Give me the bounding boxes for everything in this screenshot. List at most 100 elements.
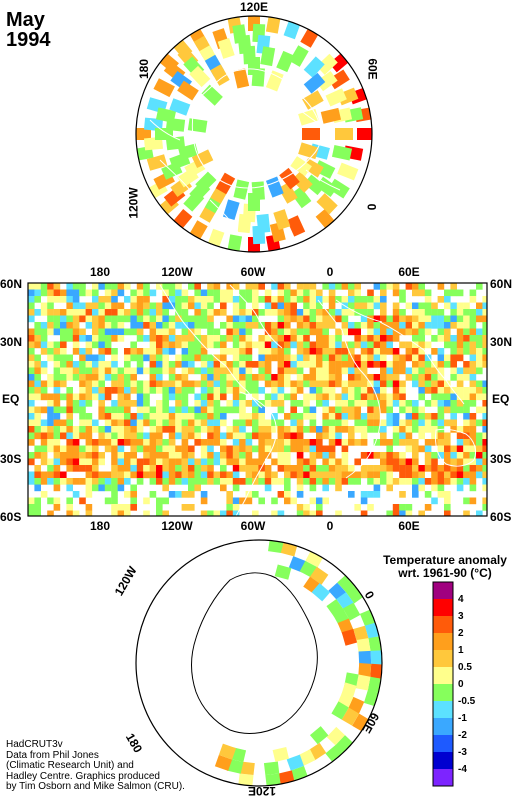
grid-cell xyxy=(450,426,457,433)
grid-cell xyxy=(463,406,470,414)
grid-cell xyxy=(476,367,483,375)
grid-cell xyxy=(124,478,131,485)
grid-cell xyxy=(92,452,99,459)
grid-cell xyxy=(450,400,457,407)
grid-cell xyxy=(469,335,477,342)
grid-cell xyxy=(476,328,483,336)
grid-cell xyxy=(213,458,221,466)
grid-cell xyxy=(200,400,208,407)
grid-cell xyxy=(412,413,419,420)
grid-cell xyxy=(117,413,125,420)
grid-cell xyxy=(252,296,259,303)
grid-cell xyxy=(130,387,137,394)
grid-cell xyxy=(335,309,342,316)
grid-cell xyxy=(367,322,374,329)
grid-cell xyxy=(328,413,336,420)
grid-cell xyxy=(111,484,118,492)
grid-cell xyxy=(328,367,336,375)
grid-cell xyxy=(181,400,189,407)
grid-cell xyxy=(98,315,105,323)
grid-cell xyxy=(239,309,246,316)
grid-cell xyxy=(53,348,61,355)
grid-cell xyxy=(143,302,150,310)
grid-cell xyxy=(149,367,157,375)
grid-cell xyxy=(207,309,214,316)
grid-cell xyxy=(66,354,73,362)
grid-cell xyxy=(322,478,329,485)
grid-cell xyxy=(405,354,413,362)
grid-cell xyxy=(437,335,445,342)
grid-cell xyxy=(316,510,323,516)
grid-cell xyxy=(252,478,259,485)
grid-cell xyxy=(162,348,169,355)
grid-cell xyxy=(98,400,105,407)
grid-cell xyxy=(303,465,310,472)
grid-cell xyxy=(175,322,182,329)
legend-swatch xyxy=(433,582,453,599)
grid-cell xyxy=(412,426,419,433)
grid-cell xyxy=(53,309,61,316)
grid-cell xyxy=(124,361,131,368)
grid-cell xyxy=(444,380,451,388)
grid-cell xyxy=(368,636,382,652)
grid-cell xyxy=(130,426,137,433)
grid-cell xyxy=(66,497,73,505)
grid-cell xyxy=(79,445,86,453)
grid-cell xyxy=(156,426,163,433)
grid-cell xyxy=(328,354,336,362)
grid-cell xyxy=(53,452,61,459)
grid-cell xyxy=(424,361,432,368)
grid-cell xyxy=(296,289,304,297)
grid-cell xyxy=(175,458,182,466)
grid-cell xyxy=(328,322,336,329)
grid-cell xyxy=(207,380,214,388)
grid-cell xyxy=(356,638,371,654)
grid-cell xyxy=(220,348,227,355)
grid-cell xyxy=(296,432,304,440)
grid-cell xyxy=(194,354,201,362)
grid-cell xyxy=(104,471,112,479)
grid-cell xyxy=(469,393,477,401)
grid-cell xyxy=(277,322,285,329)
grid-cell xyxy=(194,471,201,479)
grid-cell xyxy=(232,367,240,375)
grid-cell xyxy=(136,393,144,401)
grid-cell xyxy=(322,309,329,316)
grid-cell xyxy=(85,465,93,472)
grid-cell xyxy=(181,296,189,303)
grid-cell xyxy=(194,302,201,310)
grid-cell xyxy=(412,315,419,323)
grid-cell xyxy=(482,302,487,310)
grid-cell xyxy=(239,761,255,776)
grid-cell xyxy=(392,374,400,381)
grid-cell xyxy=(309,315,317,323)
grid-cell xyxy=(232,445,240,453)
grid-cell xyxy=(66,510,73,516)
grid-cell xyxy=(322,322,329,329)
grid-cell xyxy=(380,361,387,368)
grid-cell xyxy=(117,471,125,479)
grid-cell xyxy=(373,484,381,492)
grid-cell xyxy=(188,335,195,342)
grid-cell xyxy=(28,348,35,355)
legend-label: -2 xyxy=(458,730,467,741)
grid-cell xyxy=(316,328,323,336)
grid-cell xyxy=(111,315,118,323)
grid-cell xyxy=(66,406,73,414)
grid-cell xyxy=(226,426,233,433)
legend-subtitle: wrt. 1961-90 (°C) xyxy=(398,566,492,580)
grid-cell xyxy=(456,309,464,316)
grid-cell xyxy=(271,387,278,394)
grid-cell xyxy=(181,361,189,368)
grid-cell xyxy=(53,400,61,407)
grid-cell xyxy=(168,439,176,446)
grid-cell xyxy=(424,315,432,323)
grid-cell xyxy=(316,393,323,401)
grid-cell xyxy=(47,393,54,401)
grid-cell xyxy=(117,335,125,342)
grid-cell xyxy=(450,341,457,349)
grid-cell xyxy=(155,128,173,140)
grid-cell xyxy=(341,413,349,420)
grid-cell xyxy=(85,491,93,498)
grid-cell xyxy=(418,315,425,323)
